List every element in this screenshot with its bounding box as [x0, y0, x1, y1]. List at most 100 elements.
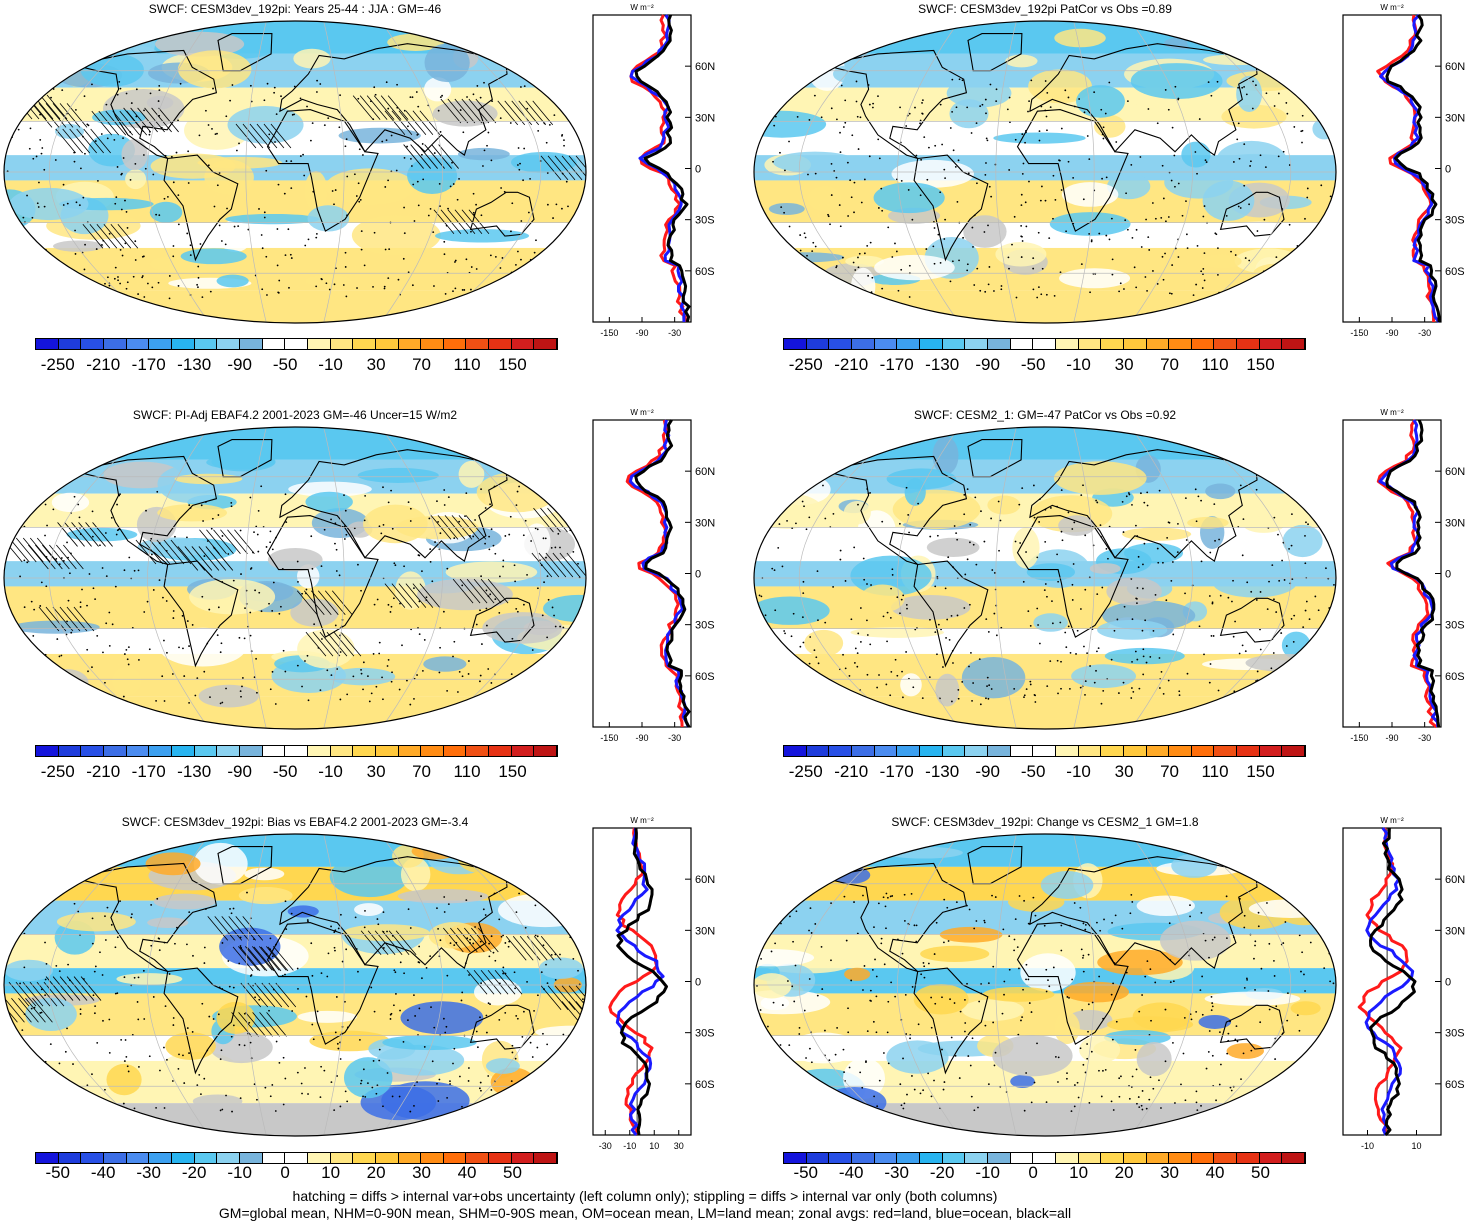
- stipple-dot: [1154, 217, 1157, 220]
- map-field-patch: [92, 109, 146, 126]
- stipple-dot: [1314, 595, 1317, 598]
- stipple-dot: [1008, 968, 1011, 971]
- stipple-dot: [19, 575, 21, 578]
- map-field-patch: [539, 957, 584, 979]
- stipple-dot: [479, 1081, 482, 1084]
- stipple-dot: [491, 287, 494, 290]
- stipple-dot: [290, 160, 293, 163]
- stipple-dot: [975, 920, 978, 922]
- stipple-dot: [1243, 143, 1246, 146]
- stipple-dot: [1084, 534, 1087, 537]
- stipple-dot: [311, 567, 314, 570]
- stipple-dot: [296, 967, 299, 970]
- stipple-dot: [479, 609, 481, 612]
- stipple-dot: [1227, 1032, 1230, 1035]
- stipple-dot: [1246, 581, 1249, 584]
- colorbar-tick-label: 150: [1246, 762, 1275, 781]
- stipple-dot: [462, 131, 465, 134]
- stipple-dot: [809, 636, 812, 638]
- stipple-dot: [1281, 208, 1284, 210]
- hatch-line: [28, 544, 49, 570]
- stipple-dot: [395, 169, 398, 172]
- graticule-lon: [48, 427, 154, 729]
- stipple-dot: [896, 674, 899, 677]
- stipple-dot: [304, 660, 306, 662]
- stipple-dot: [395, 993, 397, 995]
- stipple-dot: [1099, 524, 1102, 527]
- stipple-dot: [359, 198, 362, 201]
- stipple-dot: [1237, 205, 1240, 208]
- stipple-dot: [468, 1067, 470, 1069]
- colorbar-swatch: [1169, 339, 1192, 349]
- stipple-dot: [104, 915, 106, 918]
- stipple-dot: [871, 276, 874, 279]
- colorbar-swatch: [829, 339, 852, 349]
- map-field-patch: [1221, 104, 1287, 129]
- stipple-dot: [1133, 266, 1136, 269]
- stipple-dot: [884, 905, 887, 908]
- map-field-patch: [1057, 593, 1096, 606]
- lat-tick-label: 60S: [1445, 266, 1465, 278]
- stipple-dot: [933, 1079, 935, 1082]
- stipple-dot: [1065, 230, 1067, 233]
- stipple-dot: [137, 293, 140, 295]
- stipple-dot: [1162, 278, 1165, 281]
- stipple-dot: [1288, 547, 1290, 550]
- stipple-dot: [1234, 254, 1237, 256]
- stipple-dot: [1023, 696, 1025, 698]
- map-field-patch: [891, 594, 971, 620]
- stipple-dot: [307, 238, 310, 241]
- hatch-line: [66, 976, 88, 1001]
- coastline: [469, 597, 535, 643]
- stipple-dot: [914, 106, 916, 109]
- stipple-dot: [937, 623, 940, 626]
- stipple-dot: [1124, 219, 1127, 222]
- colorbar-swatch: [398, 746, 422, 756]
- stipple-dot: [1172, 633, 1175, 636]
- stipple-dot: [382, 486, 384, 489]
- stipple-dot: [869, 492, 871, 494]
- stipple-dot: [788, 1044, 791, 1047]
- stipple-dot: [212, 1018, 215, 1020]
- stipple-dot: [204, 501, 207, 503]
- map-field-patch: [267, 548, 323, 572]
- stipple-dot: [40, 581, 43, 584]
- stipple-dot: [1201, 287, 1204, 289]
- stipple-dot: [978, 1000, 981, 1003]
- stipple-dot: [316, 91, 318, 93]
- colorbar-tick-label: 50: [1251, 1163, 1270, 1182]
- stipple-dot: [943, 1081, 946, 1083]
- colorbar-swatch: [1101, 746, 1124, 756]
- stipple-dot: [833, 170, 836, 172]
- stipple-dot: [458, 520, 461, 523]
- lat-tick-label: 30N: [695, 112, 715, 124]
- stipple-dot: [1046, 129, 1048, 132]
- stipple-dot: [516, 250, 519, 253]
- stipple-dot: [135, 115, 138, 118]
- hatch-line: [38, 606, 60, 632]
- stipple-dot: [923, 136, 926, 139]
- stipple-dot: [511, 1051, 514, 1054]
- stipple-dot: [367, 1082, 369, 1085]
- stipple-dot: [866, 488, 869, 490]
- stipple-dot: [58, 563, 61, 566]
- stipple-dot: [853, 181, 856, 184]
- stipple-dot: [985, 112, 987, 115]
- x-tick-label: -90: [1385, 328, 1398, 338]
- stipple-dot: [26, 194, 28, 197]
- stipple-dot: [1243, 85, 1245, 88]
- coastline: [1219, 1004, 1285, 1050]
- stipple-dot: [801, 500, 804, 503]
- stipple-dot: [434, 541, 436, 543]
- stipple-dot: [494, 959, 497, 962]
- stipple-dot: [494, 255, 497, 258]
- colorbar-swatch: [285, 1153, 308, 1163]
- stipple-dot: [866, 634, 869, 636]
- colorbar-swatch: [851, 746, 875, 756]
- stipple-dot: [269, 541, 272, 544]
- stipple-dot: [1110, 993, 1113, 996]
- stipple-dot: [123, 1060, 126, 1062]
- map-field-patch: [1097, 619, 1168, 640]
- stipple-dot: [489, 254, 492, 257]
- stipple-dot: [216, 184, 219, 187]
